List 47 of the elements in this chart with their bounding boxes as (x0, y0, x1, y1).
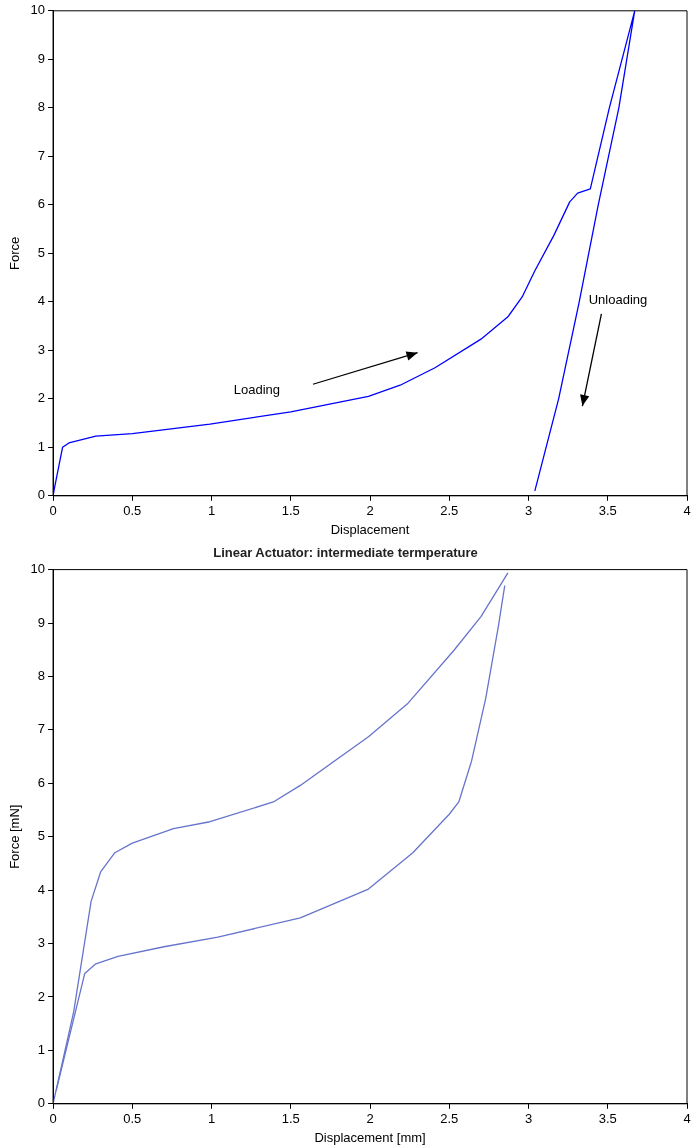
y-tick-label: 4 (37, 881, 46, 897)
x-tick-label: 2.5 (440, 1111, 459, 1127)
y-tick-label: 0 (37, 1095, 46, 1111)
y-tick-label: 8 (37, 668, 46, 684)
y-tick-label: 2 (37, 390, 46, 406)
y-tick-label: 9 (37, 50, 46, 66)
x-tick-label: 2.5 (440, 503, 459, 519)
x-tick-label: 1 (207, 503, 216, 519)
y-tick-label: 5 (37, 244, 46, 260)
x-tick-label: 3 (524, 1111, 533, 1127)
x-tick-label: 4 (683, 1111, 691, 1127)
y-tick-label: 3 (37, 935, 46, 951)
x-tick-label: 0 (49, 1111, 57, 1127)
x-tick-label: 0.5 (123, 1111, 142, 1127)
y-tick-label: 8 (37, 99, 46, 115)
y-tick-label: 7 (37, 147, 46, 163)
annotation: Loading (233, 381, 281, 397)
y-tick-label: 0 (37, 487, 46, 503)
y-tick-label: 4 (37, 293, 46, 309)
x-tick-label: 1.5 (281, 503, 300, 519)
x-axis-title: Displacement (330, 521, 410, 537)
y-tick-label: 7 (37, 721, 46, 737)
x-tick-label: 2 (366, 503, 374, 519)
annotation: Unloading (588, 292, 648, 308)
y-tick-label: 6 (37, 774, 46, 790)
y-tick-label: 3 (37, 341, 46, 357)
x-axis-title: Displacement [mm] (314, 1129, 426, 1145)
x-tick-label: 1.5 (281, 1111, 300, 1127)
x-tick-label: 0.5 (123, 503, 142, 519)
chart-title: Linear Actuator: intermediate termperature (213, 545, 478, 561)
y-tick-label: 5 (37, 828, 46, 844)
y-tick-label: 10 (30, 2, 46, 18)
y-tick-label: 6 (37, 196, 46, 212)
x-tick-label: 1 (207, 1111, 216, 1127)
x-tick-label: 3.5 (598, 1111, 617, 1127)
y-tick-label: 2 (37, 988, 46, 1004)
y-tick-label: 1 (37, 1041, 46, 1057)
x-tick-label: 2 (366, 1111, 374, 1127)
y-tick-label: 9 (37, 614, 46, 630)
x-tick-label: 4 (683, 503, 691, 519)
x-tick-label: 3 (524, 503, 533, 519)
x-tick-label: 0 (49, 503, 57, 519)
y-tick-label: 10 (30, 561, 46, 577)
y-axis-title: Force (7, 236, 23, 270)
y-axis-title: Force [mN] (7, 804, 23, 869)
y-tick-label: 1 (37, 438, 46, 454)
x-tick-label: 3.5 (598, 503, 617, 519)
